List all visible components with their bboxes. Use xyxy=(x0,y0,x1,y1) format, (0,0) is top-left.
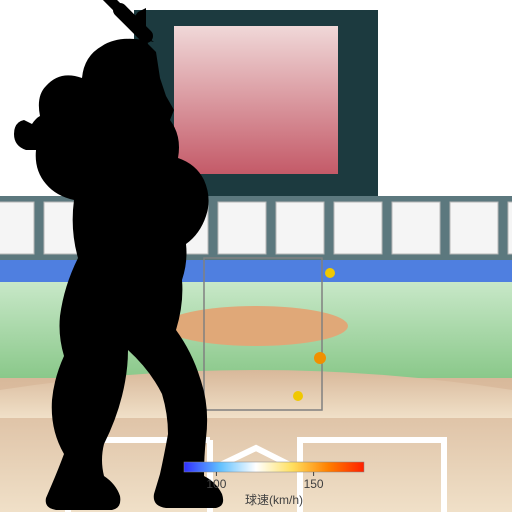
stadium-window xyxy=(392,202,440,254)
pitch-location-chart: 100 150球速(km/h) xyxy=(0,0,512,512)
speed-colorbar xyxy=(184,462,364,472)
mound xyxy=(164,306,348,346)
colorbar-title: 球速(km/h) xyxy=(245,493,303,507)
pitch-marker xyxy=(293,391,303,401)
pitch-marker xyxy=(325,268,335,278)
stadium-window xyxy=(276,202,324,254)
colorbar-tick-label: 100 xyxy=(206,477,226,491)
pitch-marker xyxy=(314,352,326,364)
stadium-window xyxy=(0,202,34,254)
stadium-window xyxy=(508,202,512,254)
colorbar-tick-label: 150 xyxy=(304,477,324,491)
scoreboard-screen xyxy=(174,26,338,174)
stadium-window xyxy=(450,202,498,254)
stadium-window xyxy=(334,202,382,254)
chart-svg: 100 150球速(km/h) xyxy=(0,0,512,512)
stadium-window xyxy=(218,202,266,254)
